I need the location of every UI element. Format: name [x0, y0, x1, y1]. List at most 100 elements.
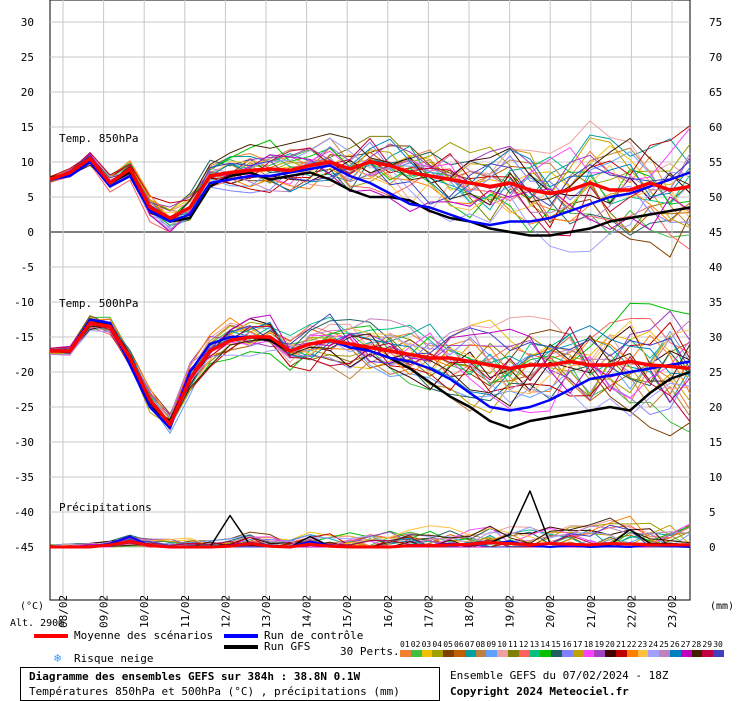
- pert-color-swatch: [421, 650, 433, 657]
- legend-gfs-swatch: [224, 645, 258, 649]
- y-tick-left: -15: [14, 331, 34, 344]
- pert-color-swatch: [691, 650, 703, 657]
- pert-color-swatch: [670, 650, 681, 657]
- x-tick-label: 20/02: [544, 595, 557, 628]
- pert-color-swatch: [637, 650, 649, 657]
- y-tick-left: 30: [21, 16, 34, 29]
- y-tick-right: 75: [709, 16, 722, 29]
- pert-number: 21: [616, 640, 626, 649]
- y-tick-right: 40: [709, 261, 722, 274]
- pert-color-swatch: [648, 650, 660, 657]
- pert-color-swatch: [583, 650, 595, 657]
- pert-number: 10: [497, 640, 507, 649]
- pert-color-swatch: [475, 650, 487, 657]
- y-tick-left: -40: [14, 506, 34, 519]
- pert-number: 13: [529, 640, 540, 649]
- pert-number: 23: [637, 640, 648, 649]
- pert-color-swatch: [594, 650, 606, 657]
- y-tick-right: 70: [709, 51, 722, 64]
- perturbation-line: [49, 317, 691, 422]
- pert-color-swatch: [410, 650, 422, 657]
- pert-number: 18: [583, 640, 594, 649]
- y-tick-right: 5: [709, 506, 716, 519]
- pert-number: 20: [605, 640, 615, 649]
- x-tick-label: 23/02: [666, 595, 679, 628]
- pert-number: 05: [443, 640, 453, 649]
- perturbation-line: [49, 318, 691, 418]
- pert-color-swatch: [497, 650, 509, 657]
- title-box: Diagramme des ensembles GEFS sur 384h : …: [20, 667, 440, 701]
- x-axis-date-ticks: 08/02 09/02 10/02 11/02 12/02 13/02 14/02 15/02…: [57, 595, 679, 628]
- pert-number: 19: [594, 640, 605, 649]
- legend-mean-swatch: [34, 634, 68, 638]
- x-tick-label: 10/02: [138, 595, 151, 628]
- y-tick-left: -25: [14, 401, 34, 414]
- x-tick-label: 21/02: [585, 595, 598, 628]
- y-tick-left: -35: [14, 471, 34, 484]
- label-t850: Temp. 850hPa: [59, 132, 138, 145]
- pert-color-swatch: [400, 650, 411, 657]
- x-tick-label: 16/02: [382, 595, 395, 628]
- y-tick-left: 20: [21, 86, 34, 99]
- y-tick-right: 65: [709, 86, 722, 99]
- copyright: Copyright 2024 Meteociel.fr: [450, 685, 629, 698]
- pert-number: 27: [680, 640, 691, 649]
- x-tick-label: 13/02: [260, 595, 273, 628]
- plot-frame: [49, 0, 691, 601]
- pert-number: 30: [713, 640, 723, 649]
- x-tick-label: 14/02: [301, 595, 314, 628]
- pert-number: 17: [572, 640, 583, 649]
- legend-gfs-label: Run GFS: [264, 640, 311, 653]
- y-tick-left: 15: [21, 121, 34, 134]
- pert-number: 04: [432, 640, 443, 649]
- x-tick-label: 08/02: [57, 595, 70, 628]
- pert-color-swatch: [605, 650, 617, 657]
- pert-color-swatch: [443, 650, 455, 657]
- t850-control-line: [49, 160, 691, 227]
- chart-subtitle: Températures 850hPa et 500hPa (°C) , pré…: [29, 685, 400, 698]
- pert-number: 25: [659, 640, 669, 649]
- units-right: (mm): [710, 601, 734, 612]
- y-tick-left: 0: [27, 226, 34, 239]
- perturbation-line: [49, 321, 691, 416]
- altitude-label: Alt. 290m: [10, 618, 64, 629]
- chart-title: Diagramme des ensembles GEFS sur 384h : …: [29, 670, 361, 683]
- pert-color-swatch: [702, 650, 714, 657]
- precip-mean-line: [50, 539, 690, 549]
- y-tick-left: 25: [21, 51, 34, 64]
- pert-color-swatch: [626, 650, 638, 657]
- perturbation-line: [49, 310, 691, 417]
- perturbation-line: [49, 120, 691, 214]
- pert-number: 11: [508, 640, 518, 649]
- y-tick-right: 35: [709, 296, 722, 309]
- y-tick-left: -5: [21, 261, 34, 274]
- pert-color-swatch: [659, 650, 671, 657]
- pert-color-swatch: [518, 650, 530, 657]
- y-tick-left: -10: [14, 296, 34, 309]
- legend-mean-label: Moyenne des scénarios: [74, 629, 214, 642]
- pert-color-swatch: [486, 650, 498, 657]
- pert-color-swatch: [616, 650, 627, 657]
- x-tick-label: 22/02: [625, 595, 638, 628]
- y-tick-left: 10: [21, 156, 34, 169]
- pert-color-swatch: [432, 650, 444, 657]
- y-tick-left: -45: [14, 541, 34, 554]
- pert-number: 08: [475, 640, 486, 649]
- legend-control-label: Run de contrôle: [264, 629, 364, 642]
- pert-color-swatch: [540, 650, 552, 657]
- pert-number: 12: [518, 640, 529, 649]
- y-tick-right: 50: [709, 191, 722, 204]
- y-tick-right: 55: [709, 156, 722, 169]
- label-t500: Temp. 500hPa: [59, 297, 138, 310]
- y-tick-left: -20: [14, 366, 34, 379]
- y-tick-right: 30: [709, 331, 722, 344]
- pert-color-swatch: [464, 650, 476, 657]
- pert-number: 22: [626, 640, 637, 649]
- x-tick-label: 12/02: [219, 595, 232, 628]
- y-tick-right: 60: [709, 121, 722, 134]
- pert-number: 15: [551, 640, 561, 649]
- label-precip: Précipitations: [59, 501, 152, 514]
- grid: [50, 0, 690, 600]
